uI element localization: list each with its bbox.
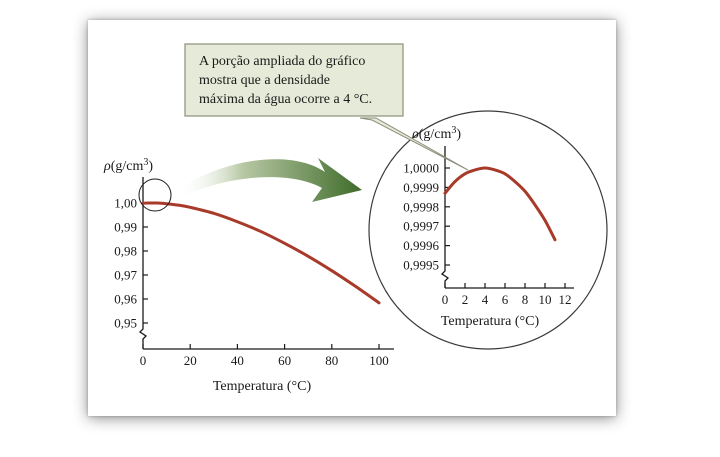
zoom-arrow-icon (178, 158, 362, 202)
zoomed-density-chart: 0,9995 0,9996 0,9997 0,9998 0,9999 1,0000 0 2 4 6… (403, 125, 574, 329)
main-y-axis (138, 177, 148, 349)
zoom-y-tick-label: 0,9995 (403, 258, 439, 273)
zoom-x-axis-label: Temperatura (°C) (441, 314, 540, 329)
main-y-tick-label: 0,98 (114, 244, 137, 259)
main-x-tick-label: 80 (325, 353, 338, 368)
main-x-axis-label: Temperatura (°C) (213, 379, 312, 394)
main-x-tick-label: 40 (231, 353, 244, 368)
zoom-y-tick-label: 1,0000 (403, 161, 439, 176)
zoom-x-tick-label: 2 (462, 292, 469, 307)
zoom-y-tick-label: 0,9997 (403, 219, 439, 234)
zoom-circle (368, 110, 608, 350)
main-x-tick-label: 100 (369, 353, 389, 368)
zoom-x-tick-label: 4 (482, 292, 489, 307)
zoom-y-tick-label: 0,9996 (403, 238, 439, 253)
zoom-x-tick-label: 10 (539, 292, 552, 307)
zoom-x-tick-label: 6 (502, 292, 509, 307)
main-x-tick-label: 0 (140, 353, 147, 368)
zoom-y-tick-label: 0,9998 (403, 199, 439, 214)
annotation-line-2: mostra que a densidade (199, 73, 330, 88)
zoom-x-tick-label: 0 (442, 292, 449, 307)
main-x-tick-label: 20 (184, 353, 197, 368)
zoom-x-tick-label: 8 (522, 292, 529, 307)
zoom-y-axis-label: ρ(g/cm3) (411, 125, 461, 143)
main-y-tick-label: 0,99 (114, 220, 137, 235)
annotation-box: A porção ampliada do gráfico mostra que … (184, 43, 404, 117)
main-density-line (141, 201, 381, 305)
zoom-x-tick-label: 12 (559, 292, 572, 307)
main-y-tick-label: 1,00 (114, 196, 137, 211)
main-x-tick-label: 60 (278, 353, 291, 368)
zoom-y-tick-label: 0,9999 (403, 180, 439, 195)
main-y-tick-label: 0,96 (114, 292, 137, 307)
annotation-line-3: máxima da água ocorre a 4 °C. (199, 92, 372, 107)
zoom-density-line (443, 166, 557, 242)
annotation-line-1: A porção ampliada do gráfico (199, 54, 365, 69)
main-y-axis-label: ρ(g/cm3) (103, 157, 153, 175)
zoom-y-axis (440, 146, 450, 288)
annotation-pointer (359, 117, 469, 171)
main-y-tick-label: 0,95 (114, 316, 137, 331)
main-density-chart: 0,95 0,96 0,97 0,98 0,99 1,00 0 20 40 60 80 100 ρ(g… (103, 157, 394, 394)
main-y-tick-label: 0,97 (114, 268, 137, 283)
highlight-circle (138, 178, 172, 212)
